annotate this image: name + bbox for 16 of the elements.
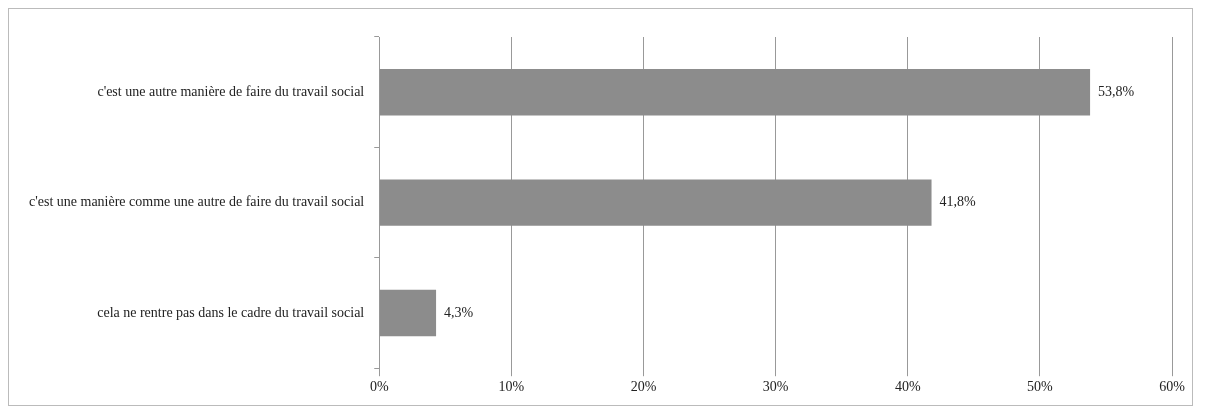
data-label: 53,8% (1098, 83, 1135, 99)
y-tick-label: c'est une autre manière de faire du travail social (97, 83, 365, 99)
x-tick-label: 20% (630, 379, 657, 395)
x-tick-label: 40% (894, 379, 921, 395)
bar (379, 179, 932, 226)
x-tick-label: 0% (369, 379, 389, 395)
x-tick-label: 60% (1159, 379, 1186, 395)
x-tick-label: 50% (1027, 379, 1054, 395)
data-label: 4,3% (444, 304, 474, 320)
y-tick-label: c'est une manière comme une autre de faire du travail social (28, 194, 365, 210)
bar (379, 69, 1091, 116)
x-tick-label: 30% (762, 379, 789, 395)
bar (379, 289, 437, 337)
data-label: 41,8% (939, 194, 977, 210)
y-tick-label: cela ne rentre pas dans le cadre du travail social (97, 304, 365, 320)
x-tick-label: 10% (498, 379, 525, 395)
